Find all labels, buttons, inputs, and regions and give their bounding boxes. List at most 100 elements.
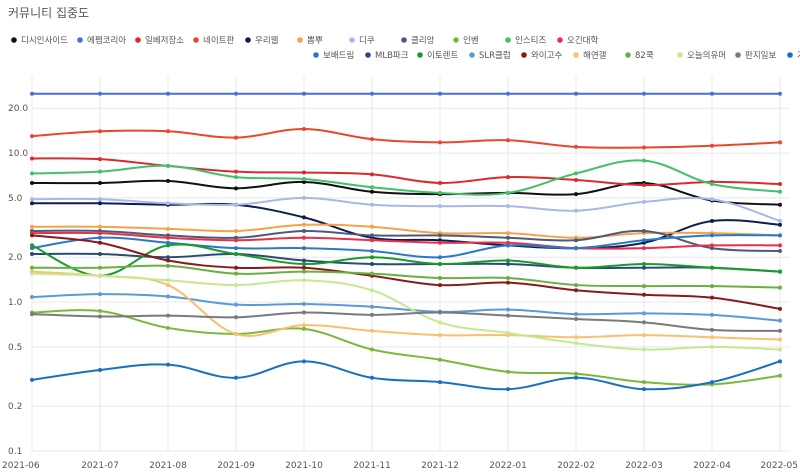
data-point xyxy=(166,263,170,268)
data-point xyxy=(642,246,646,251)
data-point xyxy=(438,204,442,209)
data-point xyxy=(710,233,714,238)
series-line xyxy=(31,179,781,206)
data-point xyxy=(234,186,238,191)
legend-item: 와이고수 xyxy=(521,50,562,61)
data-point xyxy=(234,238,238,243)
legend-label: 82쿡 xyxy=(635,51,654,61)
data-point xyxy=(98,314,102,319)
data-point xyxy=(438,140,442,145)
y-tick-label: 5.0 xyxy=(8,194,23,204)
data-point xyxy=(778,306,782,311)
data-point xyxy=(302,258,306,263)
data-point xyxy=(98,231,102,236)
data-point xyxy=(778,218,782,223)
legend-item: 오긴대학 xyxy=(557,35,598,46)
data-point xyxy=(778,202,782,207)
y-tick-label: 2.0 xyxy=(8,253,23,263)
data-point xyxy=(30,224,34,229)
data-point xyxy=(302,323,306,328)
series-line xyxy=(31,272,781,351)
data-point xyxy=(778,249,782,254)
data-point xyxy=(574,288,578,293)
data-point xyxy=(506,175,510,180)
data-point xyxy=(302,302,306,307)
legend-label: 일베저장소 xyxy=(145,35,184,46)
data-point xyxy=(370,271,374,276)
legend-marker xyxy=(573,52,579,58)
legend-marker xyxy=(313,52,319,58)
data-point xyxy=(166,226,170,231)
data-point xyxy=(438,180,442,185)
series-group xyxy=(30,91,782,392)
data-point xyxy=(506,138,510,143)
data-point xyxy=(778,285,782,290)
legend-marker xyxy=(349,37,355,43)
data-point xyxy=(506,190,510,195)
data-point xyxy=(302,310,306,315)
data-point xyxy=(574,371,578,376)
legend-item: MLB파크 xyxy=(365,51,409,61)
series xyxy=(30,233,782,260)
data-point xyxy=(98,367,102,372)
series xyxy=(30,201,782,251)
legend-label: 디시인사이드 xyxy=(21,35,68,46)
data-point xyxy=(642,158,646,163)
data-point xyxy=(438,380,442,385)
data-point xyxy=(574,265,578,270)
legend-marker xyxy=(193,37,199,43)
legend-item: 클리앙 xyxy=(401,35,435,46)
data-point xyxy=(642,311,646,316)
legend-item: 이토렌트 xyxy=(417,50,458,61)
data-point xyxy=(166,163,170,168)
y-tick-label: 0.1 xyxy=(8,447,22,457)
x-tick-label: 2022-04 xyxy=(693,461,731,471)
data-point xyxy=(710,181,714,186)
data-point xyxy=(302,326,306,331)
legend-label: 보배드림 xyxy=(323,50,354,61)
data-point xyxy=(302,265,306,270)
legend-label: 우리웹 xyxy=(255,36,278,46)
data-point xyxy=(370,375,374,380)
data-point xyxy=(302,246,306,251)
legend-marker xyxy=(677,52,683,58)
legend-marker xyxy=(365,52,371,58)
data-point xyxy=(710,218,714,223)
data-point xyxy=(710,380,714,385)
series-line xyxy=(31,270,781,341)
data-point xyxy=(778,181,782,186)
legend-label: 인벤 xyxy=(463,35,479,46)
data-point xyxy=(30,246,34,251)
data-point xyxy=(710,246,714,251)
data-point xyxy=(166,255,170,260)
data-point xyxy=(370,347,374,352)
legend-item: 네이트판 xyxy=(193,35,234,46)
data-point xyxy=(370,224,374,229)
series xyxy=(30,310,782,333)
data-point xyxy=(710,91,714,96)
data-point xyxy=(302,359,306,364)
data-point xyxy=(506,91,510,96)
data-point xyxy=(302,262,306,267)
data-point xyxy=(302,215,306,220)
legend-label: 오긴대학 xyxy=(567,35,598,46)
legend-item: 해연갤 xyxy=(573,50,607,61)
legend-label: 디쿠 xyxy=(359,36,375,46)
series xyxy=(30,243,782,278)
data-point xyxy=(778,233,782,238)
data-point xyxy=(302,176,306,181)
data-point xyxy=(30,201,34,206)
data-point xyxy=(30,252,34,257)
data-point xyxy=(710,197,714,202)
data-point xyxy=(370,249,374,254)
data-point xyxy=(98,169,102,174)
data-point xyxy=(642,284,646,289)
x-tick-label: 2021-10 xyxy=(285,461,323,471)
data-point xyxy=(234,169,238,174)
series-line xyxy=(31,223,781,239)
data-point xyxy=(166,313,170,318)
data-point xyxy=(166,258,170,263)
data-point xyxy=(166,325,170,330)
x-tick-label: 2021-08 xyxy=(149,461,187,471)
data-point xyxy=(370,238,374,243)
